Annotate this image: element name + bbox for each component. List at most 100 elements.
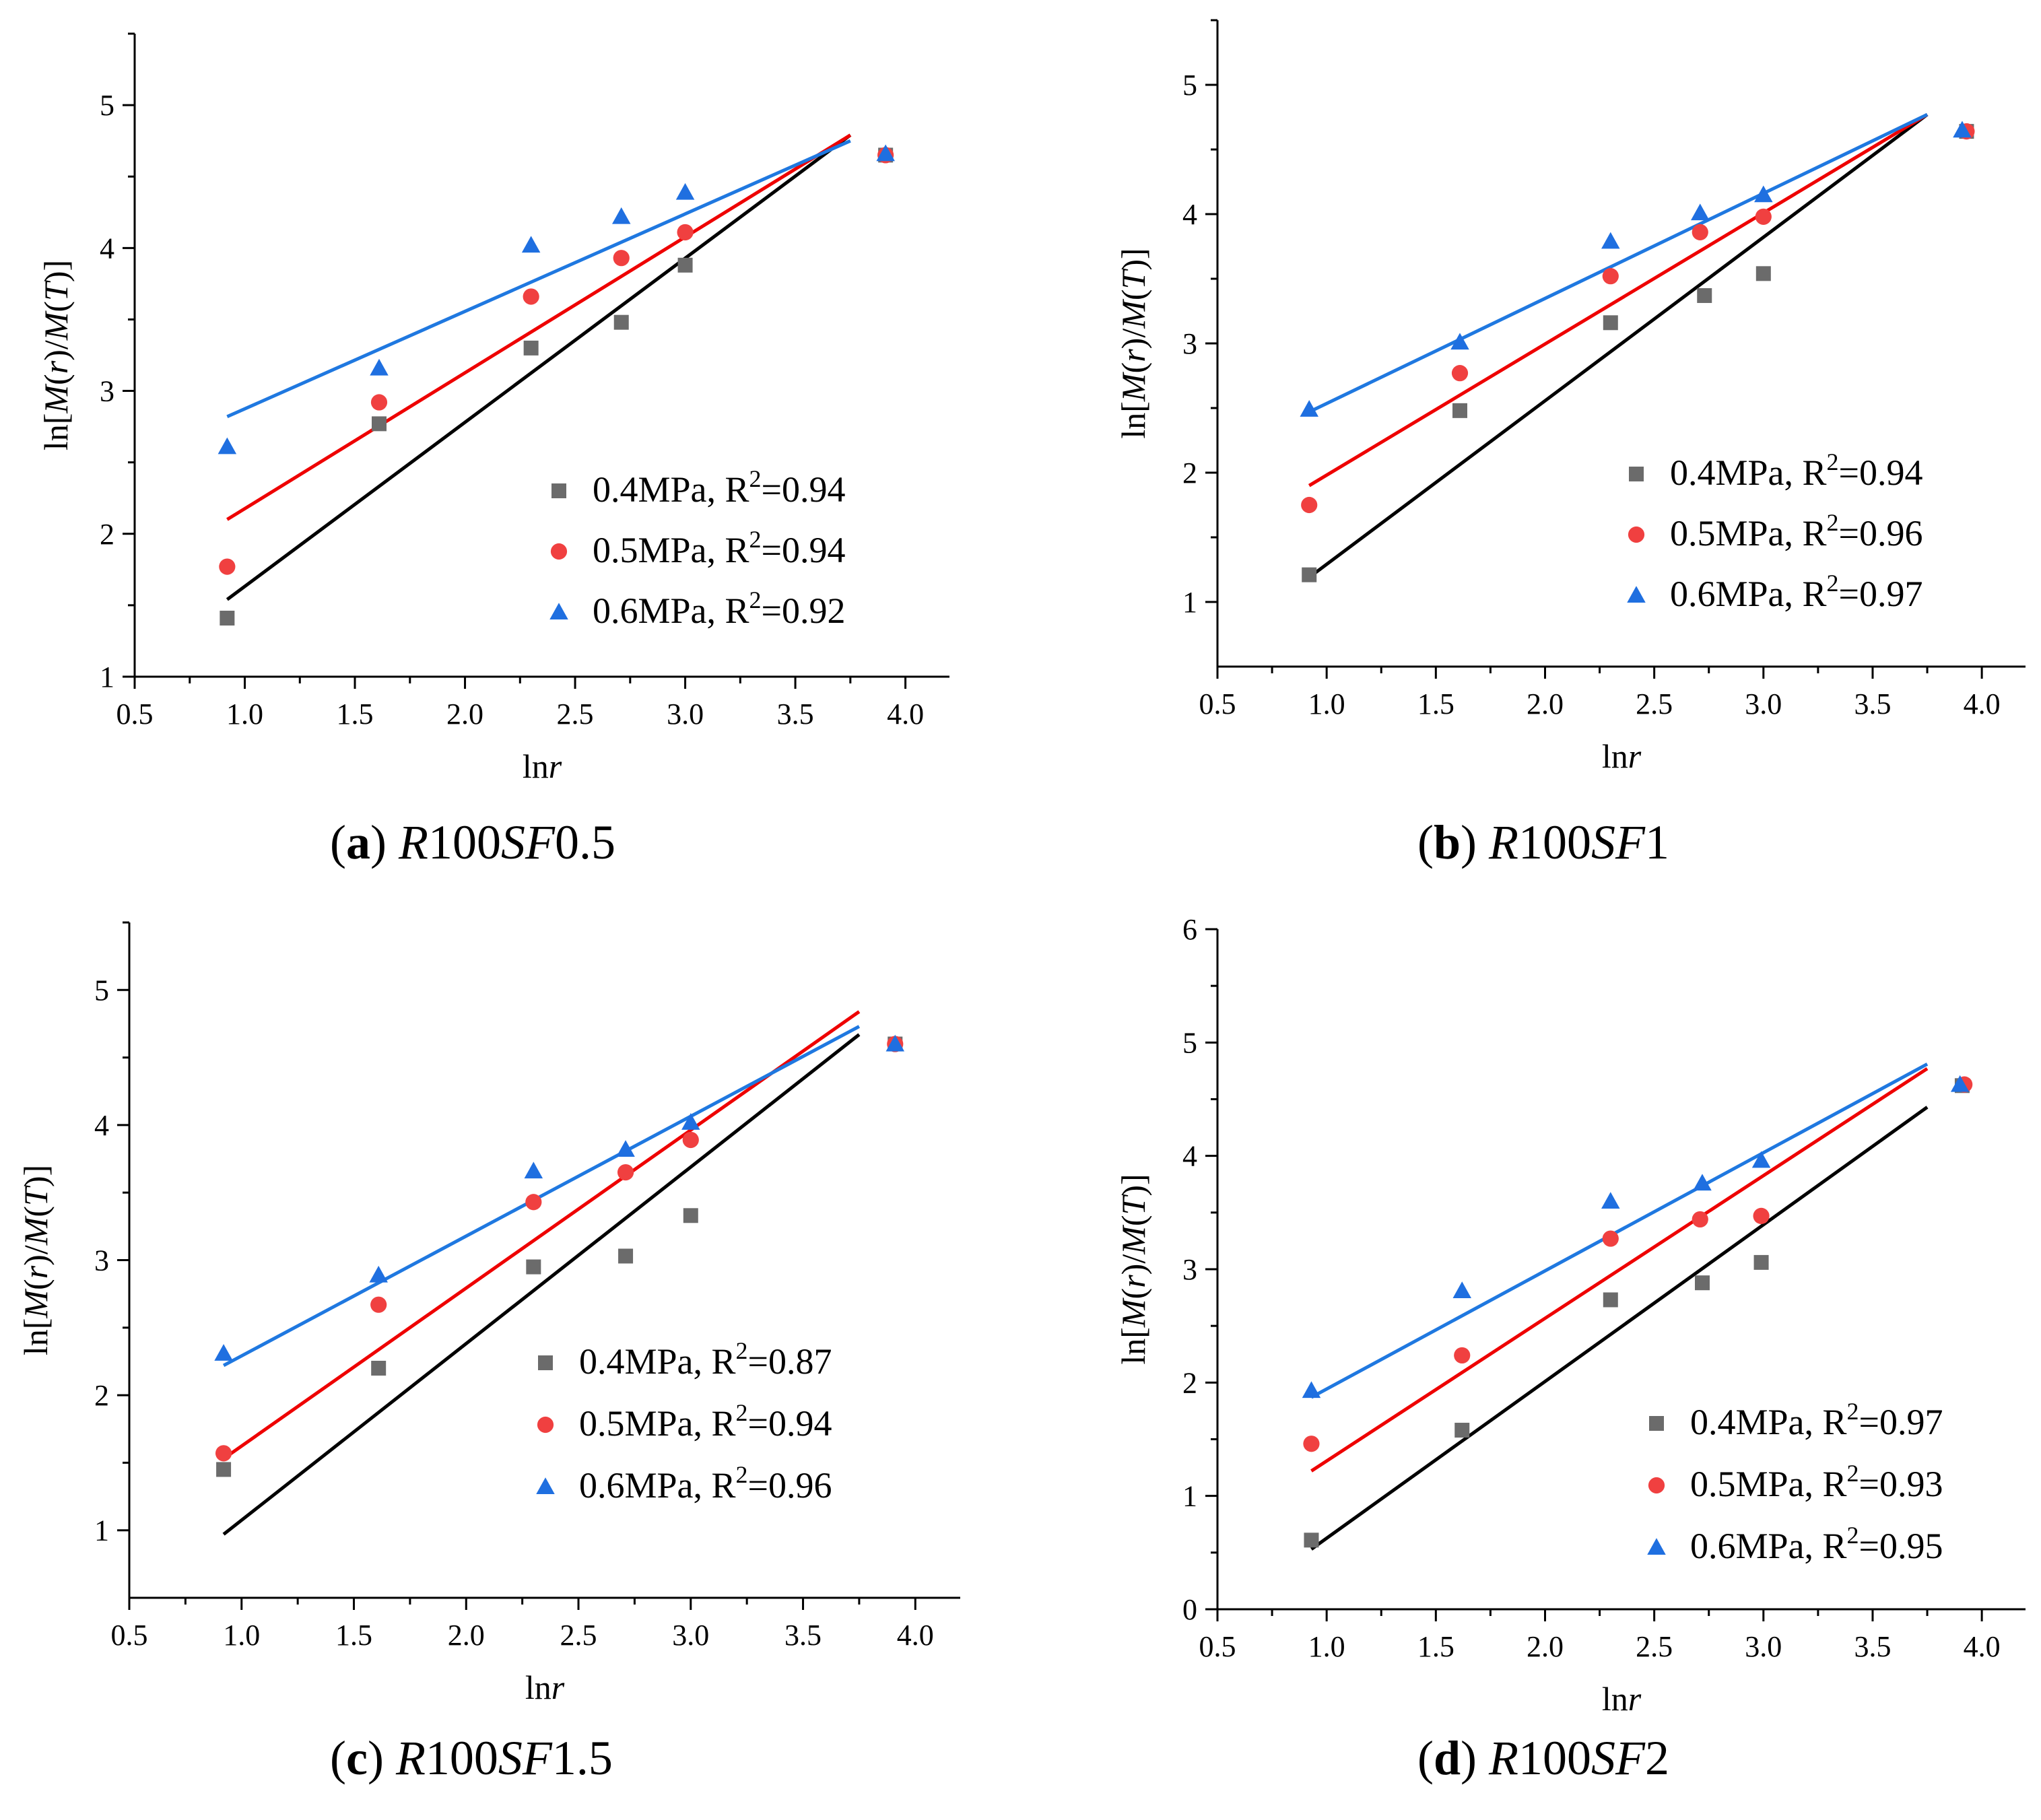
data-point-0.4MPa (1603, 315, 1618, 331)
y-tick-label: 3 (1182, 1253, 1197, 1286)
y-tick-label: 4 (1182, 198, 1197, 231)
data-point-0.5MPa (1692, 1211, 1708, 1228)
y-tick-label: 6 (1182, 913, 1197, 946)
legend-marker-0.6MPa (536, 1477, 555, 1494)
y-tick-label: 0 (1182, 1593, 1197, 1626)
data-point-0.6MPa (885, 1034, 905, 1052)
x-axis-label: lnr (1602, 1680, 1642, 1718)
y-axis-label: ln[M(r)/M(T)] (37, 260, 75, 450)
data-point-0.6MPa (1450, 333, 1469, 350)
data-point-0.6MPa (876, 144, 895, 162)
fit-line-0.6MPa (222, 1025, 861, 1368)
y-tick-label: 1 (100, 661, 114, 694)
x-axis-label: lnr (1602, 737, 1642, 775)
x-axis-label: lnr (525, 1669, 565, 1706)
data-point-0.4MPa (613, 314, 629, 330)
x-tick-label: 4.0 (887, 698, 924, 731)
data-point-0.5MPa (613, 250, 630, 267)
y-tick-label: 4 (100, 232, 114, 265)
y-tick-label: 3 (1182, 327, 1197, 360)
x-tick-label: 1.0 (226, 698, 263, 731)
data-point-0.4MPa (1603, 1292, 1618, 1308)
y-axis-label: ln[M(r)/M(T)] (1114, 248, 1152, 438)
y-tick-label: 5 (1182, 1026, 1197, 1059)
fit-line-0.4MPa (226, 133, 852, 601)
fit-line-0.4MPa (222, 1033, 861, 1536)
chart-panel-c: 0.5 1.0 1.5 2.0 2.5 3.0 3.5 4.0 1 2 3 4 5 lnr ln[M(r)/… (17, 921, 960, 1785)
panel-caption: (d) R100SF2 (1417, 1731, 1669, 1785)
data-point-0.4MPa (618, 1248, 634, 1264)
x-tick-label: 2.5 (557, 698, 594, 731)
x-tick-label: 3.0 (672, 1619, 709, 1652)
data-point-0.5MPa (1602, 1230, 1619, 1247)
data-point-0.6MPa (524, 1161, 543, 1179)
data-point-0.5MPa (370, 394, 388, 411)
data-point-0.6MPa (616, 1140, 635, 1157)
data-point-0.6MPa (1953, 121, 1972, 138)
legend-label: 0.4MPa, R2=0.94 (1670, 448, 1923, 493)
data-point-0.5MPa (1451, 365, 1469, 382)
data-point-0.6MPa (1302, 1381, 1321, 1398)
data-point-0.4MPa (216, 1462, 232, 1477)
y-axis-label: ln[M(r)/M(T)] (17, 1165, 55, 1355)
data-point-0.5MPa (1755, 208, 1772, 225)
data-point-0.6MPa (521, 236, 541, 253)
x-tick-label: 1.5 (335, 1619, 372, 1652)
x-tick-label: 2.0 (448, 1619, 485, 1652)
chart-panel-b: 0.5 1.0 1.5 2.0 2.5 3.0 3.5 4.0 1 2 3 4 5 lnr ln[M(r)/… (1114, 19, 2026, 869)
data-point-0.4MPa (1454, 1423, 1470, 1438)
data-point-0.5MPa (1602, 268, 1619, 285)
legend-label: 0.5MPa, R2=0.94 (593, 526, 846, 570)
y-tick-label: 3 (94, 1244, 109, 1277)
legend-label: 0.4MPa, R2=0.97 (1690, 1398, 1943, 1442)
data-point-0.6MPa (1754, 185, 1773, 203)
fit-line-0.6MPa (1308, 112, 1929, 414)
data-point-0.6MPa (218, 437, 237, 454)
x-tick-label: 0.5 (116, 698, 154, 731)
data-point-0.5MPa (525, 1194, 542, 1211)
x-tick-label: 1.5 (1417, 687, 1454, 720)
x-tick-label: 3.5 (777, 698, 814, 731)
data-point-0.6MPa (1751, 1151, 1771, 1168)
x-tick-label: 1.5 (337, 698, 374, 731)
x-tick-label: 2.5 (1636, 1630, 1673, 1663)
x-tick-label: 1.0 (1308, 1630, 1345, 1663)
legend-marker-0.5MPa (550, 543, 568, 560)
legend-label: 0.5MPa, R2=0.94 (579, 1399, 832, 1444)
x-tick-label: 3.5 (1854, 687, 1891, 720)
data-point-0.5MPa (219, 558, 236, 575)
data-point-0.4MPa (1302, 567, 1317, 582)
data-point-0.6MPa (681, 1113, 700, 1130)
y-tick-label: 4 (1182, 1140, 1197, 1173)
data-point-0.4MPa (1697, 288, 1712, 303)
fit-line-0.5MPa (222, 1010, 861, 1460)
legend-label: 0.6MPa, R2=0.92 (593, 586, 846, 631)
data-point-0.5MPa (215, 1445, 232, 1462)
x-tick-label: 3.0 (1745, 687, 1782, 720)
data-point-0.6MPa (1691, 203, 1710, 221)
x-tick-label: 4.0 (897, 1619, 934, 1652)
x-tick-label: 3.5 (784, 1619, 822, 1652)
y-tick-label: 2 (1182, 457, 1197, 490)
legend-marker-0.5MPa (537, 1416, 554, 1434)
data-point-0.5MPa (1303, 1436, 1320, 1452)
legend-label: 0.6MPa, R2=0.97 (1670, 570, 1923, 614)
y-tick-label: 5 (1182, 69, 1197, 102)
x-tick-label: 3.0 (1745, 1630, 1782, 1663)
legend-marker-0.5MPa (1628, 526, 1645, 543)
legend-marker-0.4MPa (1649, 1416, 1664, 1431)
data-point-0.4MPa (523, 340, 539, 356)
x-tick-label: 3.5 (1854, 1630, 1891, 1663)
data-point-0.4MPa (677, 257, 693, 273)
x-tick-label: 0.5 (111, 1619, 148, 1652)
x-tick-label: 0.5 (1199, 687, 1236, 720)
data-point-0.5MPa (1692, 224, 1708, 240)
x-axis-label: lnr (523, 747, 562, 785)
legend-marker-0.4MPa (551, 483, 566, 498)
y-tick-label: 1 (1182, 1480, 1197, 1513)
data-point-0.4MPa (1753, 1254, 1769, 1270)
x-tick-label: 1.0 (223, 1619, 260, 1652)
fit-line-0.6MPa (226, 139, 851, 419)
chart-panel-a: 0.5 1.0 1.5 2.0 2.5 3.0 3.5 4.0 1 2 3 4 5 lnr ln[M(r)/… (37, 32, 949, 869)
